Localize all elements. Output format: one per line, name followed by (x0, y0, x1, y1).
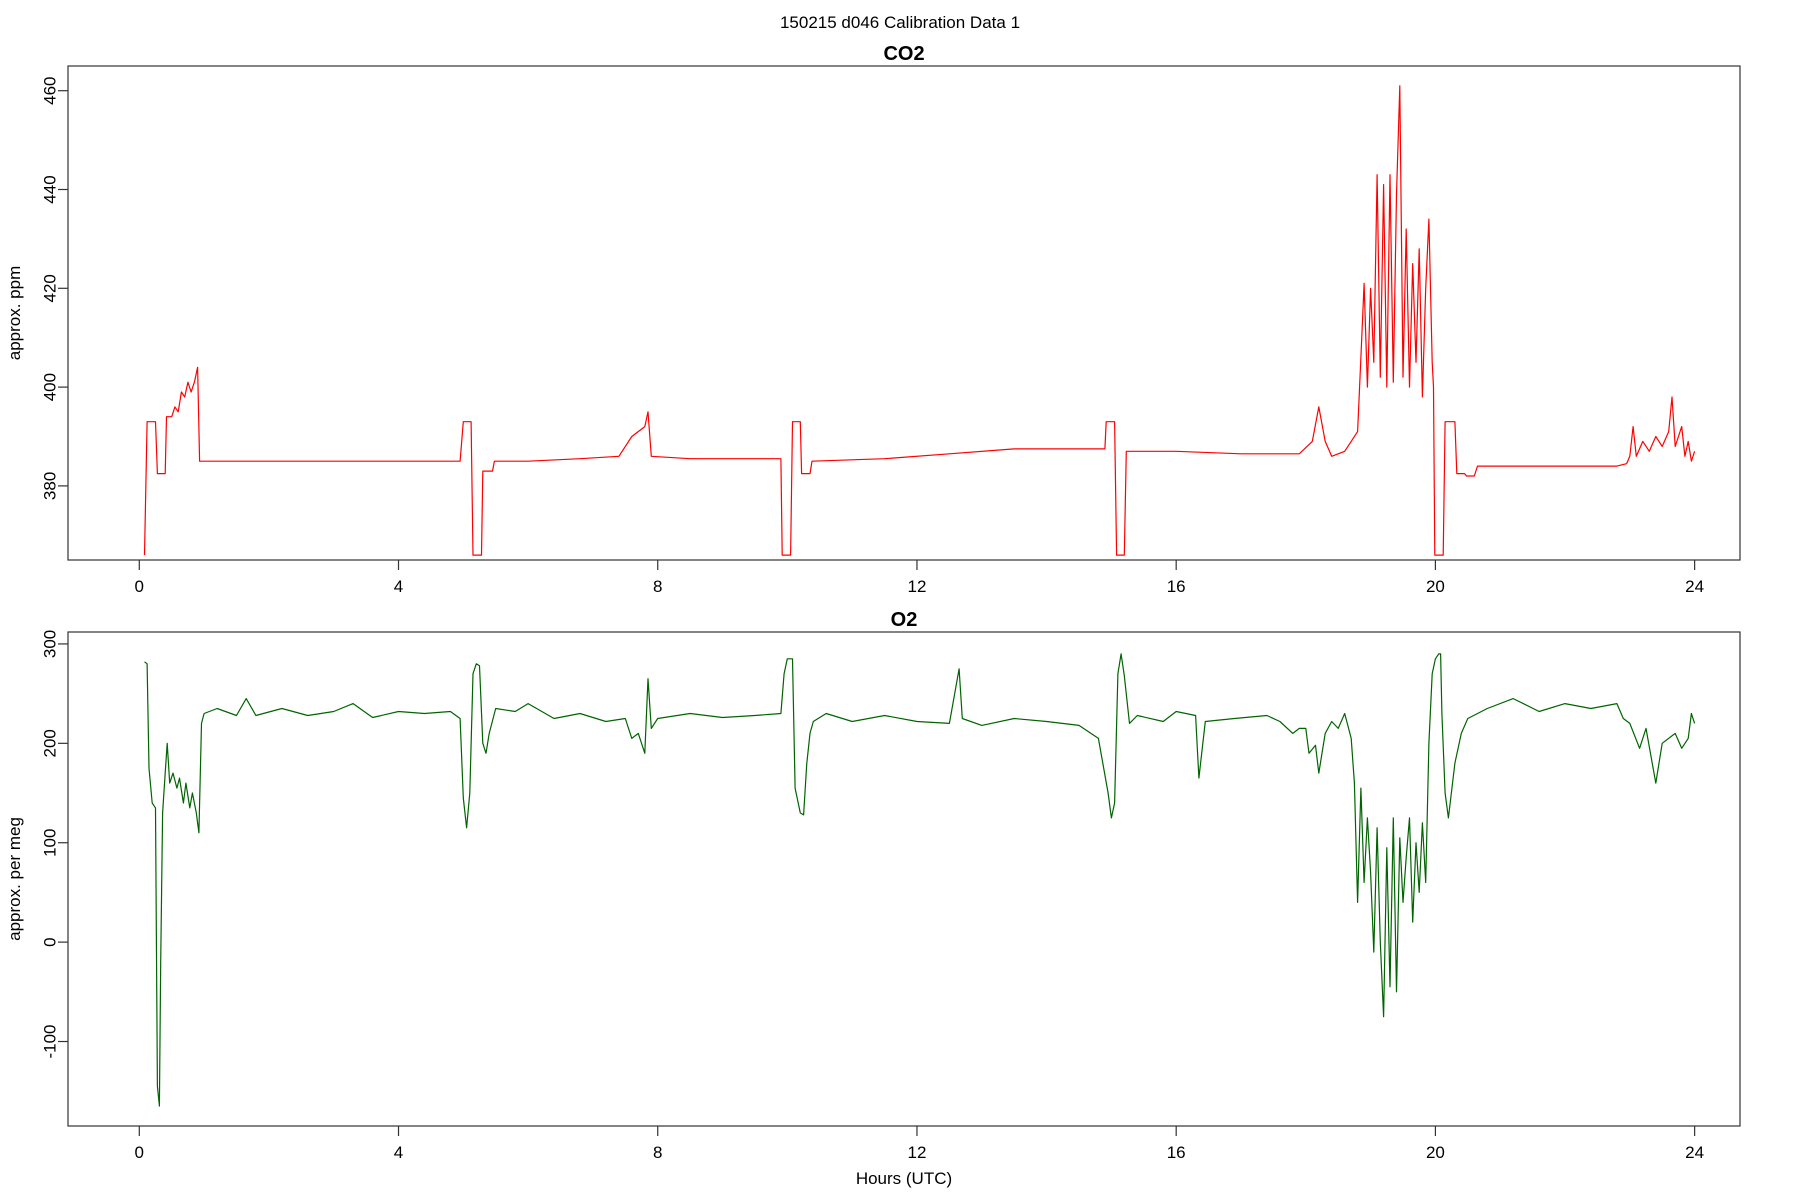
co2-y-tick-label: 380 (41, 472, 60, 500)
co2-y-tick-label: 420 (41, 274, 60, 302)
o2-x-tick-label: 0 (135, 1143, 144, 1162)
co2-series-line (143, 85, 1696, 556)
o2-x-tick-label: 4 (394, 1143, 403, 1162)
co2-x-tick-label: 0 (135, 577, 144, 596)
co2-title: CO2 (883, 43, 924, 65)
o2-x-tick-label: 12 (908, 1143, 927, 1162)
co2-panel: CO2 0 4 8 12 16 20 24 380 400 420 440 460 approx. ppm (5, 43, 1741, 596)
o2-y-tick-label: -100 (41, 1024, 60, 1058)
o2-series-line (144, 653, 1696, 1107)
o2-y-tick-label: 100 (41, 829, 60, 857)
o2-x-tick-label: 20 (1426, 1143, 1445, 1162)
o2-panel: O2 0 4 8 12 16 20 24 -100 0 100 200 300 approx. per m… (5, 609, 1741, 1188)
co2-y-tick-label: 400 (41, 373, 60, 401)
o2-y-tick-label: 0 (41, 937, 60, 946)
o2-title: O2 (891, 609, 918, 631)
o2-x-tick-label: 24 (1685, 1143, 1704, 1162)
o2-y-tick-label: 300 (41, 630, 60, 658)
co2-y-tick-label: 440 (41, 175, 60, 203)
co2-x-tick-label: 4 (394, 577, 403, 596)
o2-y-axis-label: approx. per meg (5, 817, 24, 941)
o2-x-tick-label: 8 (653, 1143, 662, 1162)
co2-y-axis-label: approx. ppm (5, 266, 24, 361)
co2-y-tick-label: 460 (41, 77, 60, 105)
figure-title: 150215 d046 Calibration Data 1 (780, 13, 1020, 32)
co2-x-tick-label: 12 (908, 577, 927, 596)
co2-plot-frame (67, 65, 1741, 561)
o2-x-axis-label: Hours (UTC) (856, 1169, 952, 1188)
co2-x-tick-label: 16 (1167, 577, 1186, 596)
co2-x-tick-label: 20 (1426, 577, 1445, 596)
o2-y-tick-label: 200 (41, 729, 60, 757)
o2-plot-frame (67, 631, 1741, 1127)
o2-x-tick-label: 16 (1167, 1143, 1186, 1162)
co2-x-tick-label: 8 (653, 577, 662, 596)
co2-x-tick-label: 24 (1685, 577, 1704, 596)
